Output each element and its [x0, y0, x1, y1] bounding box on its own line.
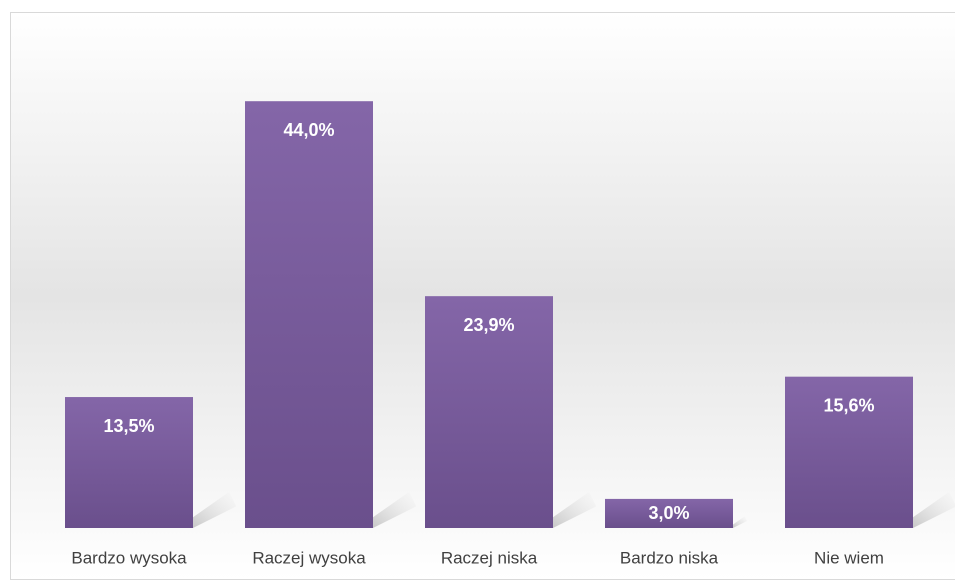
value-label: 44,0%	[283, 120, 334, 140]
bar-shadow	[553, 492, 597, 528]
value-label: 3,0%	[648, 503, 689, 523]
bar	[65, 397, 193, 528]
bar	[605, 498, 733, 528]
x-tick-label: Bardzo wysoka	[71, 548, 187, 567]
bar-shadow	[733, 516, 747, 528]
value-label: 13,5%	[103, 416, 154, 436]
bar-shadow	[193, 492, 237, 528]
x-tick-label: Raczej wysoka	[252, 548, 366, 567]
bar	[245, 101, 373, 528]
x-tick-label: Bardzo niska	[620, 548, 719, 567]
x-tick-label: Raczej niska	[441, 548, 538, 567]
value-label: 23,9%	[463, 315, 514, 335]
bar-shadow	[913, 492, 955, 528]
x-tick-label: Nie wiem	[814, 548, 884, 567]
value-label: 15,6%	[823, 395, 874, 415]
bar-shadow	[373, 492, 417, 528]
bar	[785, 376, 913, 528]
bar	[425, 296, 553, 528]
